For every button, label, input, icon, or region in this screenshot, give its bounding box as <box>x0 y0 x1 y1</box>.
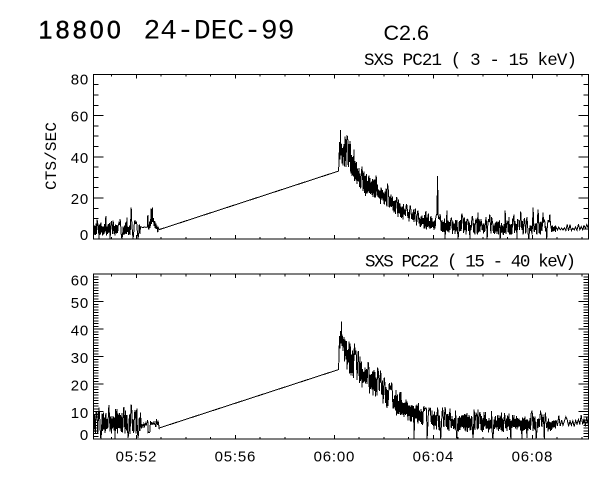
svg-text:06:08: 06:08 <box>512 448 554 465</box>
svg-text:60: 60 <box>71 109 89 126</box>
svg-text:0: 0 <box>80 227 89 244</box>
svg-text:SXS PC22 ( 15 - 40 keV): SXS PC22 ( 15 - 40 keV) <box>365 252 576 272</box>
svg-text:SXS PC21 ( 3 - 15 keV): SXS PC21 ( 3 - 15 keV) <box>364 51 577 71</box>
svg-text:80: 80 <box>71 72 89 89</box>
svg-text:06:00: 06:00 <box>314 448 356 465</box>
svg-text:05:52: 05:52 <box>116 448 158 465</box>
svg-text:10: 10 <box>71 405 89 422</box>
svg-text:20: 20 <box>71 377 89 394</box>
svg-text:C2.6: C2.6 <box>384 21 429 45</box>
svg-text:20: 20 <box>71 191 89 208</box>
svg-text:24-DEC-99: 24-DEC-99 <box>144 17 295 48</box>
svg-text:06:04: 06:04 <box>413 448 455 465</box>
svg-text:40: 40 <box>71 150 89 167</box>
svg-text:50: 50 <box>71 295 89 312</box>
svg-text:40: 40 <box>71 322 89 339</box>
svg-text:0: 0 <box>80 427 89 444</box>
svg-text:05:56: 05:56 <box>215 448 257 465</box>
svg-text:30: 30 <box>71 350 89 367</box>
svg-text:60: 60 <box>71 272 89 289</box>
svg-text:CTS/SEC: CTS/SEC <box>43 122 61 190</box>
svg-text:18800: 18800 <box>39 16 125 44</box>
